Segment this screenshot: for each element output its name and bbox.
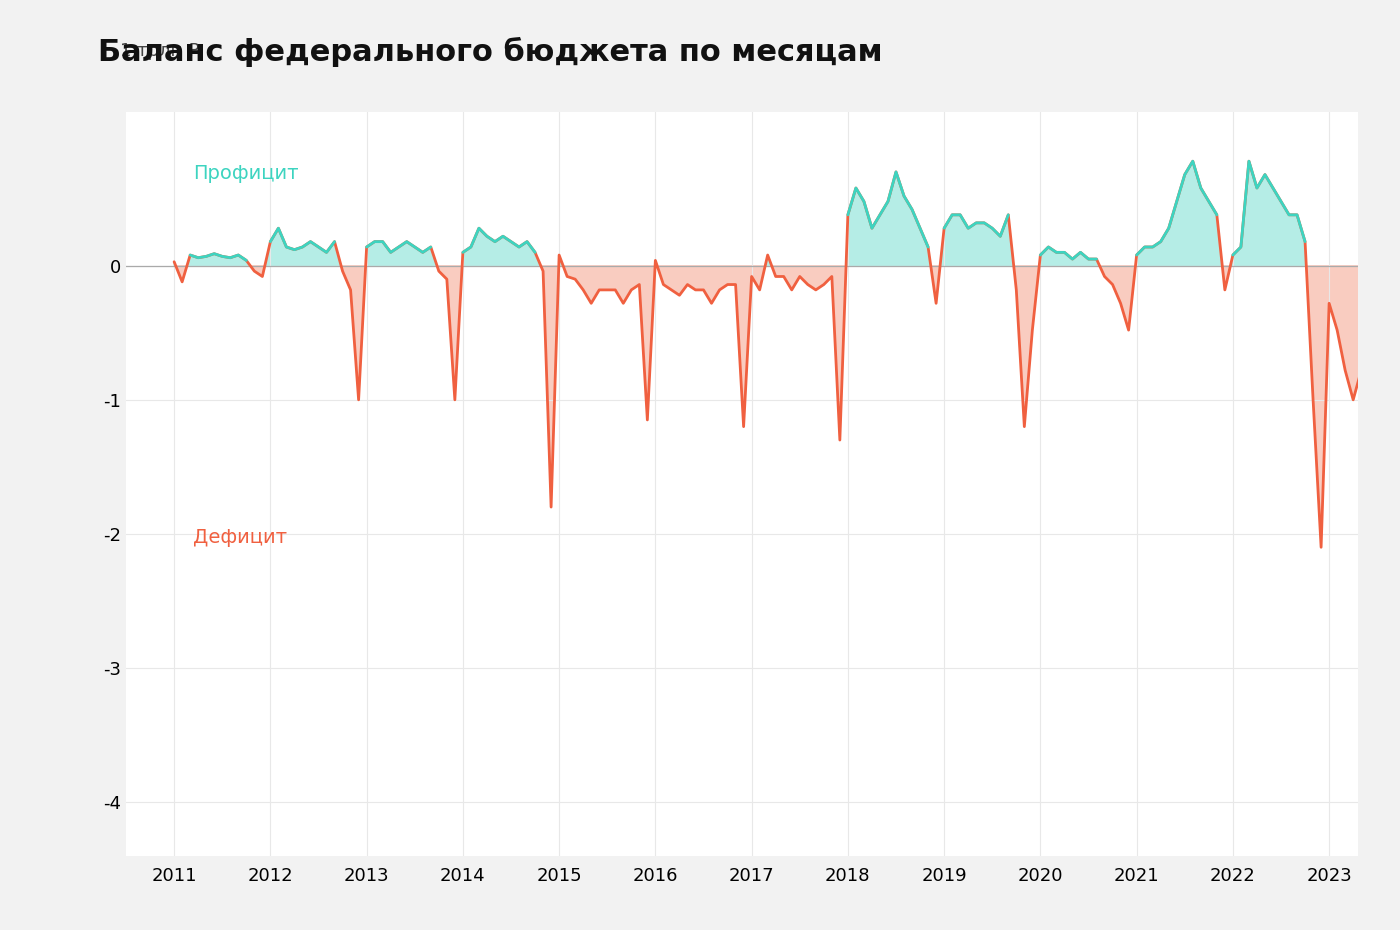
Text: Дефицит: Дефицит [193,528,287,547]
Text: Профицит: Профицит [193,164,300,182]
Text: Баланс федерального бюджета по месяцам: Баланс федерального бюджета по месяцам [98,37,882,67]
Text: 1 трлн ₽: 1 трлн ₽ [120,42,199,60]
